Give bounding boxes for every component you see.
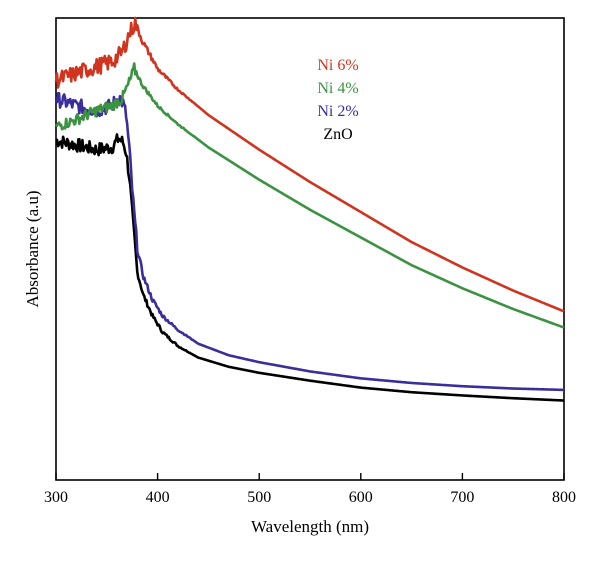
series-line-ni-4-: [55, 62, 565, 329]
series-lines: [54, 16, 565, 402]
x-tick-label: 500: [247, 489, 271, 506]
series-line-ni-6-: [54, 16, 565, 313]
x-tick-label: 600: [349, 489, 373, 506]
x-tick-label: 400: [146, 489, 170, 506]
x-tick-label: 800: [552, 489, 576, 506]
y-axis-title: Absorbance (a.u): [23, 190, 42, 307]
x-tick-label: 700: [450, 489, 474, 506]
series-line-ni-2-: [55, 91, 565, 392]
legend-entry: Ni 4%: [317, 80, 358, 97]
legend-entry: ZnO: [323, 126, 352, 143]
legend: Ni 6% Ni 4% Ni 2% ZnO: [317, 57, 358, 143]
plot-frame: [55, 17, 565, 481]
legend-entry: Ni 2%: [317, 103, 358, 120]
x-axis-title: Wavelength (nm): [251, 517, 369, 536]
x-axis-ticks: 300 400 500 600 700 800: [44, 473, 576, 506]
x-tick-label: 300: [44, 489, 68, 506]
series-line-zno: [55, 133, 565, 402]
legend-entry: Ni 6%: [317, 57, 358, 74]
